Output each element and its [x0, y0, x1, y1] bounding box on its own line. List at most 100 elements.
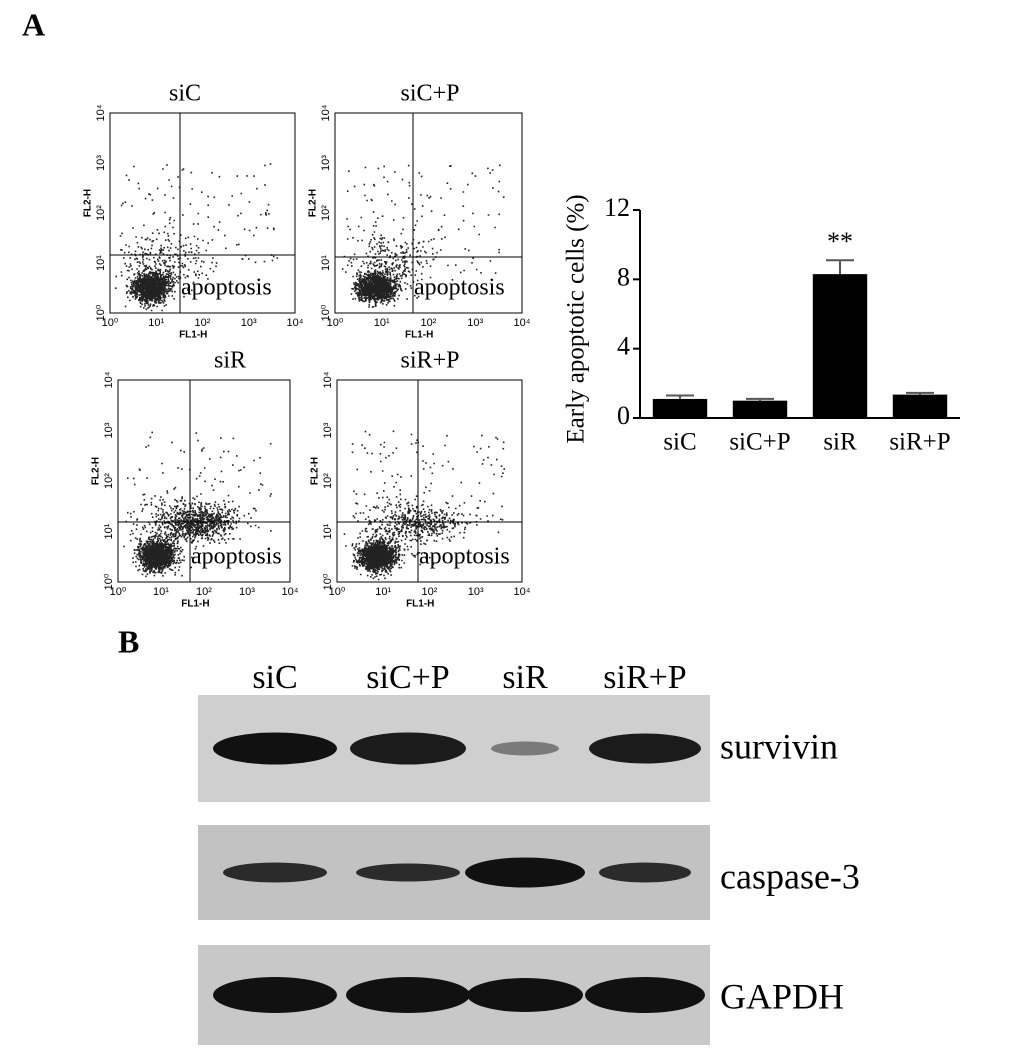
- x-tick-label: 10⁰: [329, 586, 346, 598]
- region-label: apoptosis: [419, 544, 510, 570]
- y-tick-label: 10⁴: [322, 371, 334, 388]
- bar: [892, 394, 948, 418]
- x-tick-label: 10³: [239, 586, 255, 598]
- blot-band: [213, 977, 337, 1013]
- x-tick-label: 10²: [421, 317, 437, 329]
- y-axis-label: FL2-H: [310, 457, 321, 485]
- y-tick-label: 10³: [322, 422, 334, 438]
- x-tick-label: siC+P: [729, 429, 790, 456]
- x-tick-label: 10¹: [374, 317, 390, 329]
- x-axis-label: FL1-H: [179, 330, 207, 341]
- y-axis-label: FL2-H: [91, 457, 102, 485]
- plot-title: siR+P: [401, 348, 460, 374]
- y-tick-label: 0: [617, 401, 630, 430]
- x-axis-label: FL1-H: [181, 599, 209, 610]
- y-tick-label: 10³: [103, 422, 115, 438]
- blot-band: [223, 862, 327, 883]
- y-axis-label: Early apoptotic cells (%): [563, 194, 590, 443]
- bar: [732, 400, 788, 418]
- bar: [812, 274, 868, 418]
- blot-band: [589, 733, 701, 764]
- x-tick-label: siR: [823, 429, 857, 456]
- y-tick-label: 12: [604, 193, 630, 222]
- plot-frame: [336, 379, 523, 583]
- plot-title: siC: [169, 81, 201, 107]
- panel-label: A: [22, 6, 45, 42]
- event-dots: [341, 164, 505, 308]
- lane-label: siC: [252, 659, 297, 696]
- y-tick-label: 10²: [320, 205, 332, 221]
- x-tick-label: 10⁴: [514, 317, 531, 329]
- event-dots: [114, 163, 279, 312]
- lane-label: siR+P: [603, 659, 686, 696]
- y-tick-label: 4: [617, 332, 630, 361]
- region-label: apoptosis: [191, 544, 282, 570]
- x-tick-label: siC: [663, 429, 696, 456]
- y-tick-label: 10⁰: [322, 573, 334, 590]
- blot-band: [599, 862, 691, 883]
- y-tick-label: 10¹: [95, 255, 107, 271]
- y-axis-label: FL2-H: [83, 189, 94, 217]
- x-tick-label: 10³: [241, 317, 257, 329]
- x-tick-label: 10³: [467, 317, 483, 329]
- y-tick-label: 10²: [103, 473, 115, 489]
- lane-label: siR: [502, 659, 548, 696]
- blot-band: [465, 857, 585, 888]
- event-dots: [123, 431, 272, 578]
- region-label: apoptosis: [414, 275, 505, 301]
- x-tick-label: 10¹: [375, 586, 391, 598]
- x-tick-label: 10¹: [153, 586, 169, 598]
- plot-frame: [109, 112, 296, 314]
- y-axis-label: FL2-H: [308, 189, 319, 217]
- x-tick-label: 10⁰: [327, 317, 344, 329]
- y-tick-label: 10⁰: [95, 304, 107, 321]
- y-tick-label: 8: [617, 262, 630, 291]
- bar: [652, 398, 708, 418]
- x-tick-label: 10⁰: [110, 586, 127, 598]
- significance-marker: **: [827, 227, 853, 256]
- x-axis-label: FL1-H: [406, 599, 434, 610]
- y-tick-label: 10²: [95, 205, 107, 221]
- y-tick-label: 10⁴: [95, 104, 107, 121]
- blot-band: [350, 732, 466, 765]
- y-tick-label: 10⁴: [320, 104, 332, 121]
- blot-band: [467, 978, 583, 1012]
- x-tick-label: 10⁴: [514, 586, 531, 598]
- x-tick-label: 10⁴: [282, 586, 299, 598]
- x-tick-label: 10²: [422, 586, 438, 598]
- blot-band: [346, 977, 470, 1013]
- row-label: survivin: [720, 726, 838, 766]
- plot-frame: [334, 112, 523, 314]
- x-tick-label: 10³: [468, 586, 484, 598]
- y-tick-label: 10²: [322, 473, 334, 489]
- y-tick-label: 10³: [320, 155, 332, 171]
- plot-title: siR: [214, 348, 246, 374]
- plot-frame: [117, 379, 291, 583]
- event-dots: [343, 430, 505, 581]
- x-tick-label: 10⁴: [287, 317, 304, 329]
- row-label: GAPDH: [720, 976, 844, 1016]
- plot-title: siC+P: [401, 81, 460, 107]
- y-tick-label: 10⁰: [103, 573, 115, 590]
- blot-band: [213, 732, 337, 765]
- y-tick-label: 10³: [95, 155, 107, 171]
- y-tick-label: 10⁰: [320, 304, 332, 321]
- y-tick-label: 10¹: [322, 523, 334, 539]
- y-tick-label: 10¹: [103, 523, 115, 539]
- blot-band: [585, 977, 705, 1013]
- blot-band: [491, 741, 559, 756]
- region-label: apoptosis: [181, 275, 272, 301]
- x-tick-label: 10¹: [148, 317, 164, 329]
- y-tick-label: 10¹: [320, 255, 332, 271]
- y-tick-label: 10⁴: [103, 371, 115, 388]
- row-label: caspase-3: [720, 856, 860, 896]
- x-tick-label: 10²: [196, 586, 212, 598]
- x-tick-label: 10²: [195, 317, 211, 329]
- x-axis-label: FL1-H: [405, 330, 433, 341]
- lane-label: siC+P: [366, 659, 449, 696]
- x-tick-label: siR+P: [889, 429, 950, 456]
- x-tick-label: 10⁰: [102, 317, 119, 329]
- panel-label: B: [118, 623, 139, 659]
- blot-band: [356, 863, 460, 882]
